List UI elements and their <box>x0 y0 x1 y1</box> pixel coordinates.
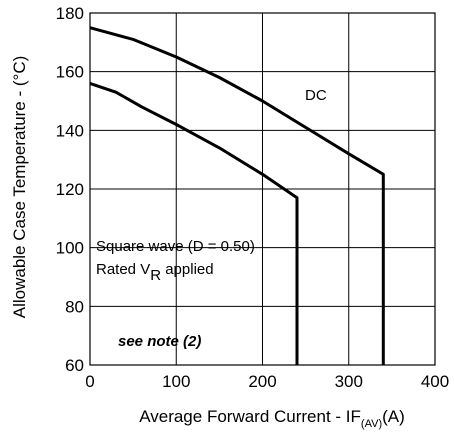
x-tick-label: 100 <box>162 372 190 391</box>
tick-labels: 0 100 200 300 400 60 80 100 120 140 160 180 <box>56 4 450 391</box>
x-tick-label: 400 <box>421 372 449 391</box>
rated-vr-suffix: applied <box>161 261 214 278</box>
y-tick-label: 140 <box>56 121 84 140</box>
see-note-annotation: see note (2) <box>118 333 201 350</box>
y-axis-label: Allowable Case Temperature - (°C) <box>10 56 29 319</box>
rated-vr-annotation: Rated VR applied <box>96 261 214 284</box>
series-lines <box>89 26 385 365</box>
y-tick-label: 160 <box>56 63 84 82</box>
y-tick-label: 120 <box>56 180 84 199</box>
plot-frame <box>89 12 436 366</box>
x-tick-label: 200 <box>248 372 276 391</box>
rated-vr-sub: R <box>150 267 161 284</box>
square-wave-annotation: Square wave (D = 0.50) <box>96 238 255 255</box>
x-tick-label: 300 <box>335 372 363 391</box>
x-axis-label-unit: (A) <box>382 407 405 426</box>
rated-vr-prefix: Rated V <box>96 261 150 278</box>
y-tick-label: 180 <box>56 4 84 23</box>
y-tick-label: 80 <box>65 297 84 316</box>
y-tick-label: 100 <box>56 239 84 258</box>
x-axis-label: Average Forward Current - IF(AV)(A) <box>139 407 405 430</box>
x-axis-label-main: Average Forward Current - IF <box>139 407 361 426</box>
dc-series-label: DC <box>305 87 327 104</box>
x-axis-label-sub: (AV) <box>361 418 382 430</box>
dc-series-line <box>89 26 385 365</box>
x-tick-label: 0 <box>85 372 94 391</box>
y-tick-label: 60 <box>65 356 84 375</box>
square-wave-series-line <box>89 81 299 365</box>
